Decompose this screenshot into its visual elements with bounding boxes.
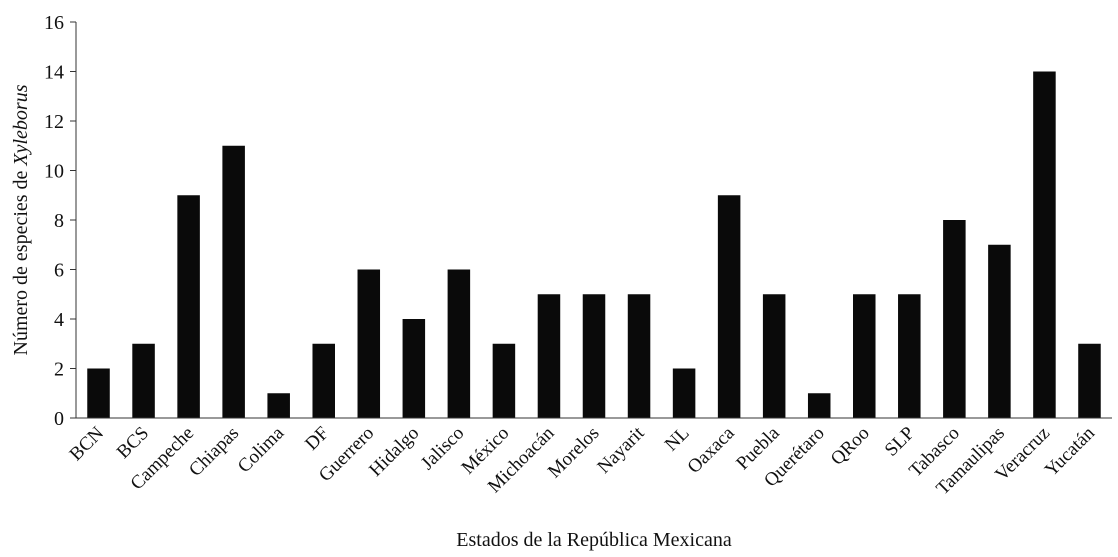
y-tick-label: 10 <box>44 161 64 183</box>
bar-puebla <box>762 294 786 418</box>
x-tick-label: Hidalgo <box>365 423 423 481</box>
y-tick-label: 16 <box>44 12 64 34</box>
y-tick-label: 6 <box>54 260 64 282</box>
x-tick-label: NL <box>661 423 694 456</box>
y-tick-label: 8 <box>54 210 64 232</box>
y-axis: 0 2 4 6 8 10 12 14 16 <box>44 12 77 430</box>
y-tick-label: 14 <box>44 62 64 84</box>
bar-campeche <box>177 195 200 418</box>
bar-qroo <box>853 294 876 418</box>
y-tick-label: 0 <box>54 408 64 430</box>
x-tick-label: SLP <box>881 423 919 461</box>
bar-df <box>312 343 335 418</box>
bar-queretaro <box>807 393 831 418</box>
bar-oaxaca <box>717 195 741 418</box>
bar-jalisco <box>447 269 471 418</box>
bar-bcn <box>87 368 110 418</box>
y-axis-title-prefix: Número de especies de <box>10 166 32 356</box>
x-tick-label: DF <box>301 423 333 455</box>
x-tick-label: Yucatán <box>1041 422 1099 480</box>
x-tick-label: QRoo <box>827 423 874 470</box>
y-axis-title: Número de especies de Xyleborus <box>10 84 32 355</box>
bar-morelos <box>582 294 606 418</box>
bar-slp <box>898 294 921 418</box>
bar-tamaulipas <box>988 244 1011 418</box>
x-tick-label: Oaxaca <box>684 422 740 478</box>
bar-hidalgo <box>402 319 426 418</box>
x-tick-label: Chiapas <box>185 423 243 481</box>
bar-nl <box>672 368 696 418</box>
bar-veracruz <box>1033 71 1056 418</box>
x-tick-label: Colima <box>234 422 289 477</box>
y-tick-label: 4 <box>54 309 64 331</box>
y-axis-title-genus: Xyleborus <box>10 84 32 166</box>
x-tick-label: Nayarit <box>593 422 649 478</box>
bar-bcs <box>132 343 155 418</box>
x-tick-label: BCN <box>66 422 109 465</box>
x-axis-title: Estados de la República Mexicana <box>456 529 732 551</box>
y-tick-label: 12 <box>44 111 64 133</box>
bar-yucatan <box>1078 343 1101 418</box>
x-tick-label: Morelos <box>544 423 604 483</box>
bar-chiapas <box>222 145 245 418</box>
bar-mexico <box>492 343 516 418</box>
bar-michoacan <box>537 294 561 418</box>
bars <box>87 71 1101 418</box>
bar-colima <box>267 393 290 418</box>
bar-nayarit <box>627 294 651 418</box>
x-tick-label: BCS <box>113 423 153 463</box>
bar-guerrero <box>357 269 381 418</box>
bar-tabasco <box>943 220 966 418</box>
y-tick-label: 2 <box>54 359 64 381</box>
